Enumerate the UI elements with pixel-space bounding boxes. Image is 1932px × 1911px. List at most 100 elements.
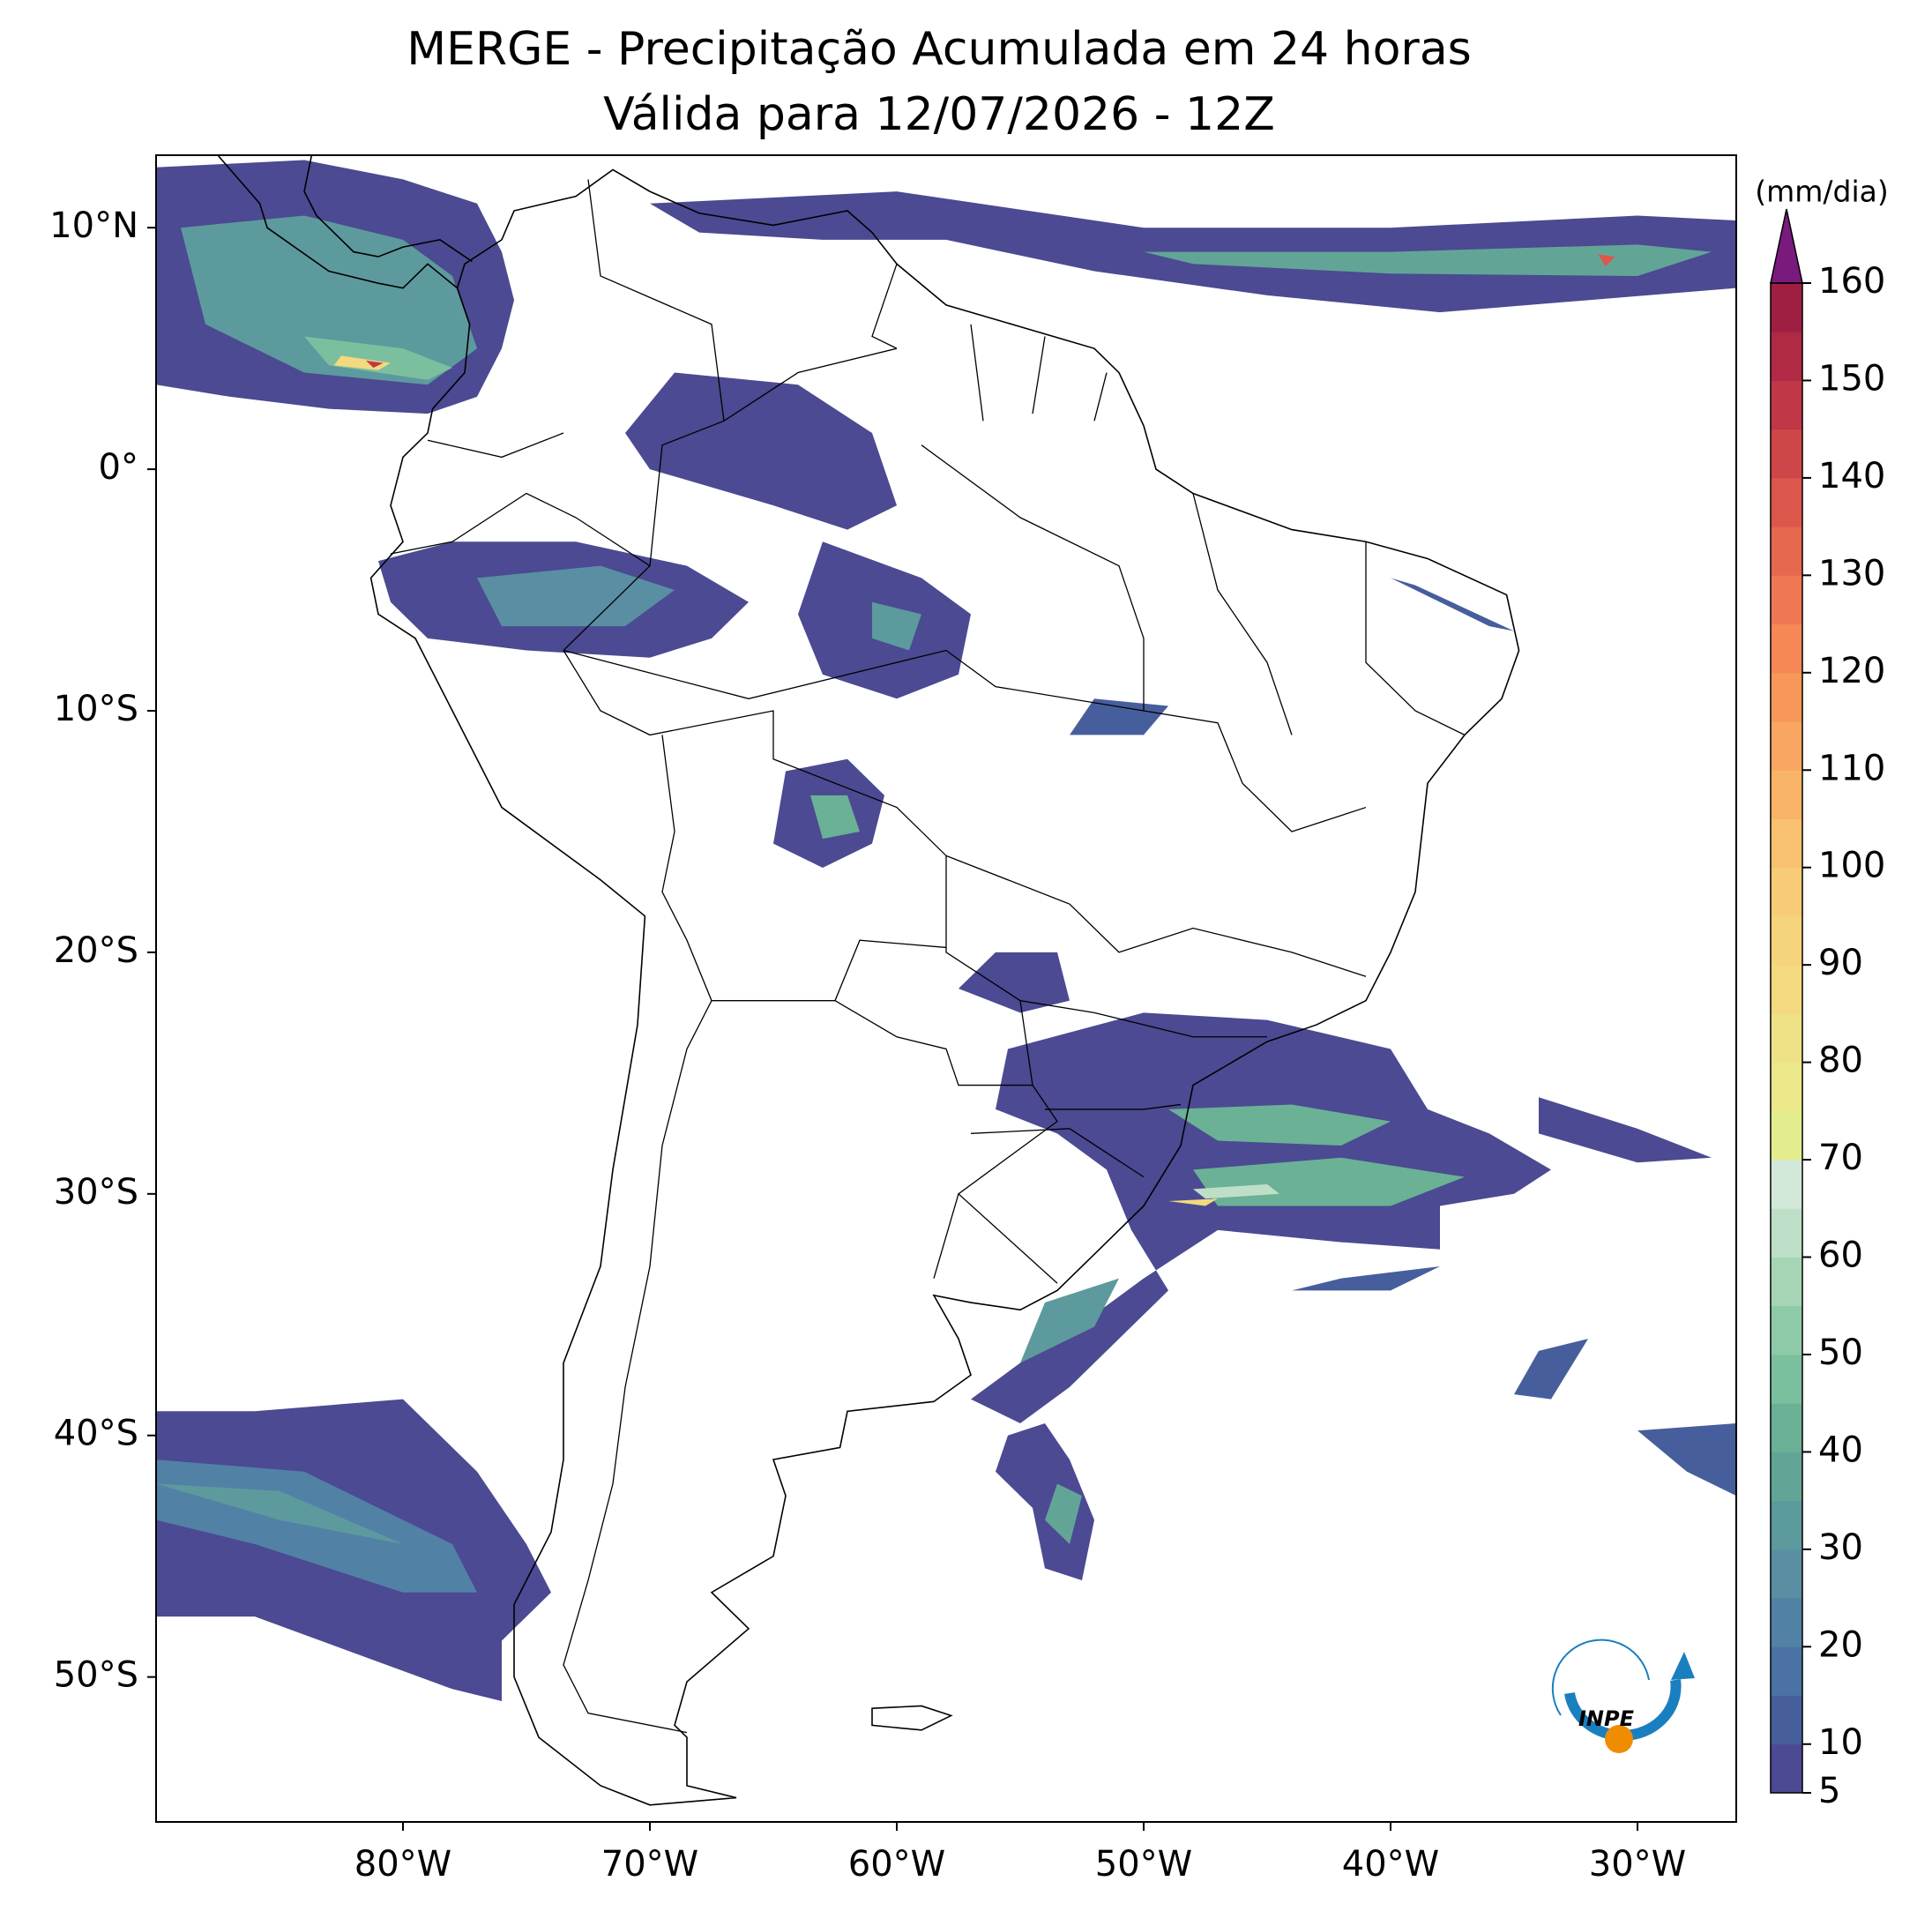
colorbar-band (1771, 818, 1802, 869)
coastline (872, 1706, 951, 1729)
y-tick-label: 20°S (54, 930, 138, 971)
country-border (391, 493, 650, 565)
precip-area (971, 1012, 1551, 1424)
state-border (1020, 1001, 1267, 1037)
colorbar-tick-label: 60 (1818, 1235, 1863, 1276)
logo-arrow (1671, 1652, 1695, 1680)
precip-area (477, 565, 675, 627)
colorbar-band (1771, 770, 1802, 819)
colorbar-band (1771, 575, 1802, 625)
colorbar-band (1771, 1403, 1802, 1452)
colorbar-tick-label: 70 (1818, 1138, 1863, 1178)
colorbar-band (1771, 526, 1802, 576)
country-border (563, 348, 1057, 1283)
x-tick-label: 70°W (601, 1844, 698, 1885)
precip-area (810, 795, 860, 840)
logo-text: INPE (1578, 1706, 1635, 1731)
logo: INPE (1551, 1639, 1695, 1753)
colorbar-tick-label: 50 (1818, 1332, 1863, 1373)
colorbar-band (1771, 283, 1802, 332)
country-border (1094, 373, 1107, 422)
colorbar-band (1771, 1305, 1802, 1355)
country-border (934, 1194, 959, 1279)
precip-area (959, 952, 1070, 1013)
colorbar-tick-label: 100 (1818, 846, 1885, 886)
precip-area (1598, 254, 1615, 267)
chart-subtitle: Válida para 12/07/2026 - 12Z (603, 88, 1275, 141)
precip-area (1292, 1265, 1440, 1291)
colorbar-band (1771, 1354, 1802, 1404)
colorbar-band (1771, 672, 1802, 722)
colorbar-band (1771, 429, 1802, 479)
state-border (563, 651, 1366, 832)
precip-area (1539, 1097, 1712, 1163)
colorbar-band (1771, 915, 1802, 966)
precip-area (1168, 1104, 1391, 1146)
colorbar-band (1771, 1257, 1802, 1307)
chart-title: MERGE - Precipitação Acumulada em 24 hor… (407, 23, 1472, 76)
precip-area (333, 355, 391, 370)
precip-area (1193, 1183, 1279, 1199)
colorbar-tick-label: 110 (1818, 748, 1885, 788)
state-border (946, 855, 1366, 976)
colorbar-extend (1770, 208, 1803, 284)
precip-area (1020, 1278, 1119, 1363)
y-tick-label: 50°S (54, 1655, 138, 1696)
colorbar-tick-label: 160 (1818, 261, 1885, 302)
precip-area (1045, 1483, 1082, 1544)
x-tick-label: 40°W (1342, 1844, 1439, 1885)
precip-area (872, 601, 921, 651)
x-tick-label: 50°W (1095, 1844, 1192, 1885)
map-layers (156, 107, 1736, 1805)
precip-area (1070, 698, 1168, 735)
y-tick-label: 10°N (49, 205, 138, 246)
state-border (921, 445, 1144, 711)
colorbar-band (1771, 1062, 1802, 1112)
colorbar-band (1771, 1160, 1802, 1209)
colorbar-tick-label: 150 (1818, 358, 1885, 399)
colorbar-tick-label: 120 (1818, 651, 1885, 691)
x-tick-label: 30°W (1589, 1844, 1686, 1885)
colorbar-band (1771, 1500, 1802, 1550)
colorbar-tick-label: 20 (1818, 1624, 1863, 1665)
y-tick-label: 30°S (54, 1172, 138, 1213)
colorbar-tick-label: 80 (1818, 1041, 1863, 1081)
colorbar-band (1771, 721, 1802, 771)
colorbar-band (1771, 867, 1802, 917)
country-border (835, 1001, 1033, 1086)
colorbar-tick-label: 40 (1818, 1430, 1863, 1470)
colorbar-frame (1770, 282, 1803, 1794)
state-border (1045, 1104, 1181, 1109)
plot-frame (155, 154, 1737, 1823)
colorbar-band (1771, 1549, 1802, 1599)
country-border (588, 179, 724, 421)
colorbar-band (1771, 623, 1802, 674)
state-border (1193, 493, 1292, 735)
logo-sun (1605, 1725, 1633, 1753)
colorbar-tick-label: 10 (1818, 1722, 1863, 1763)
colorbar-band (1771, 1013, 1802, 1064)
colorbar-band (1771, 1646, 1802, 1697)
y-tick-label: 10°S (54, 689, 138, 729)
precip-area (1168, 1198, 1218, 1206)
colorbar-band (1771, 1452, 1802, 1502)
colorbar-band (1771, 477, 1802, 527)
x-tick-label: 80°W (354, 1844, 451, 1885)
colorbar-band (1771, 1110, 1802, 1161)
colorbar-tick-label: 30 (1818, 1527, 1863, 1568)
colorbar-band (1771, 1598, 1802, 1647)
country-border (563, 1001, 712, 1733)
map (156, 107, 1736, 1805)
colorbar-band (1771, 332, 1802, 381)
precip-area (1514, 1339, 1588, 1400)
precip-area (1637, 1423, 1736, 1497)
precip-area (625, 372, 897, 530)
y-tick-label: 40°S (54, 1414, 138, 1454)
country-border (872, 264, 897, 348)
precip-area (1391, 578, 1514, 631)
country-border (971, 325, 983, 422)
colorbar-band (1771, 1208, 1802, 1258)
logo-orbit (1551, 1639, 1650, 1716)
precip-area (304, 336, 452, 380)
